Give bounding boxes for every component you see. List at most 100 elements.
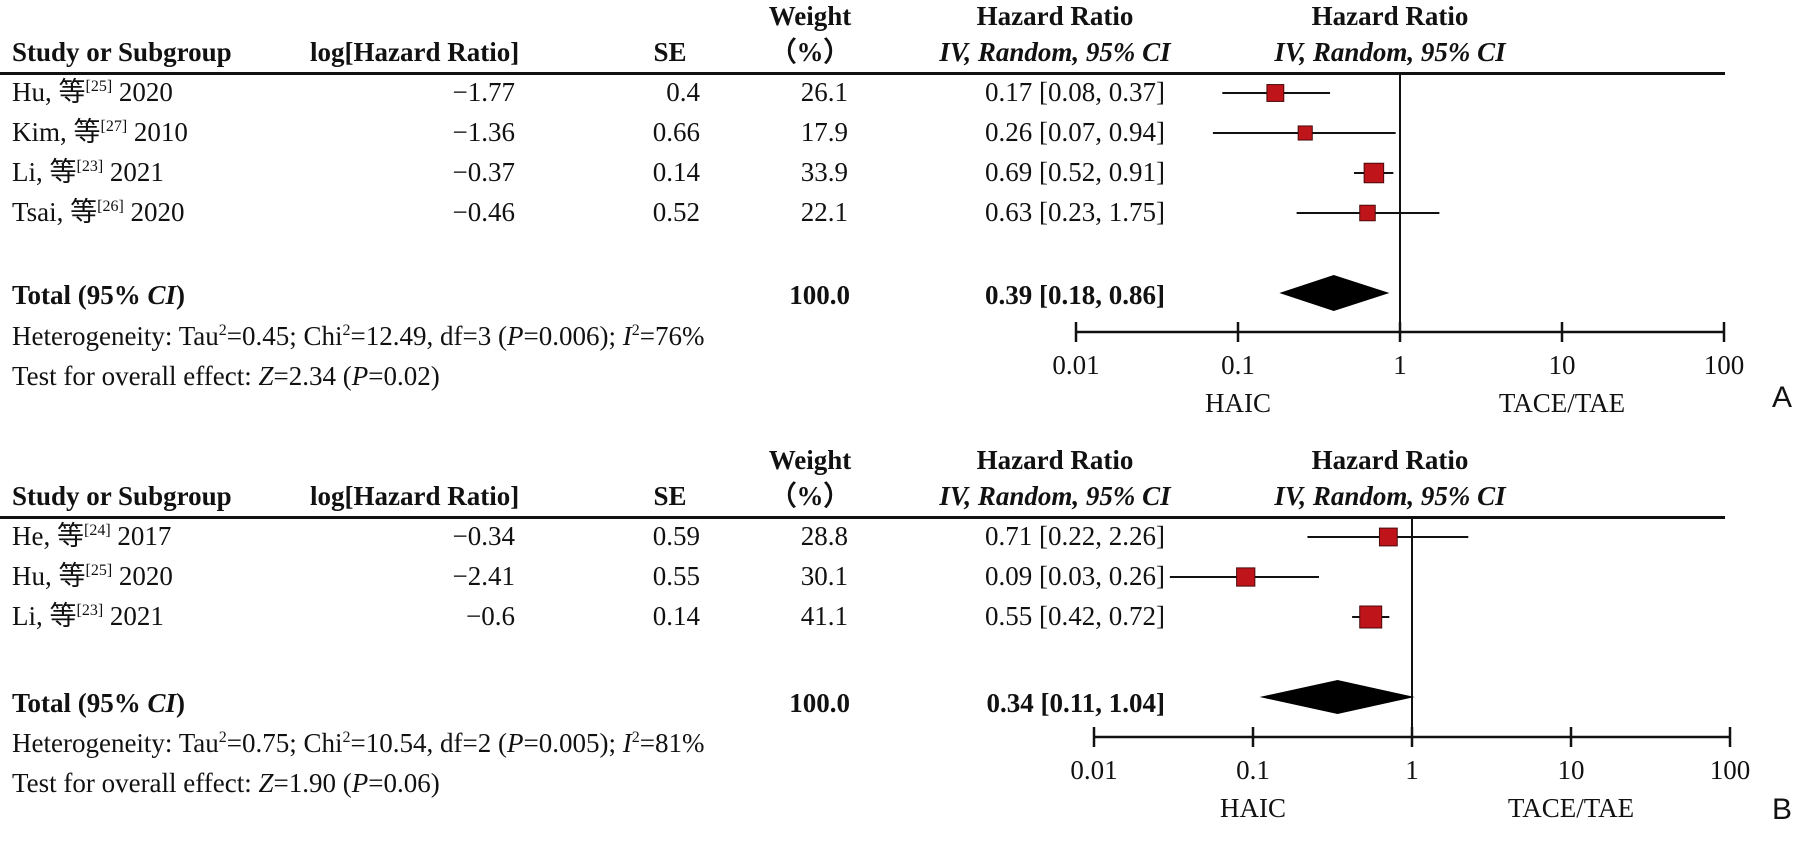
study-author: Hu, 等 — [12, 77, 86, 107]
study-weight: 26.1 — [800, 77, 848, 107]
study-loghr: −0.6 — [466, 601, 515, 631]
total-weight: 100.0 — [789, 280, 850, 310]
header-weight-line1: Weight — [768, 445, 852, 475]
study-ci-text: 0.63 [0.23, 1.75] — [985, 197, 1165, 227]
study-author: Kim, 等 — [12, 117, 101, 147]
study-se: 0.66 — [652, 117, 700, 147]
study-loghr: −2.41 — [452, 561, 515, 591]
effect-square — [1363, 162, 1385, 184]
total-weight: 100.0 — [789, 688, 850, 718]
study-loghr: −1.77 — [452, 77, 515, 107]
study-author: He, 等 — [12, 521, 84, 551]
x-tick-label: 100 — [1710, 755, 1751, 785]
study-se: 0.14 — [652, 157, 700, 187]
study-reference: [25] — [85, 78, 113, 95]
study-author: Hu, 等 — [12, 561, 86, 591]
x-tick-label: 10 — [1558, 755, 1585, 785]
study-year: 2020 — [118, 77, 173, 107]
header-hr-line1: Hazard Ratio — [976, 1, 1134, 31]
effect-square — [1378, 527, 1398, 547]
header-hr-line2: IV, Random, 95% CI — [939, 481, 1171, 511]
study-ci-text: 0.26 [0.07, 0.94] — [985, 117, 1165, 147]
total-label: Total (95% CI) — [12, 688, 186, 718]
header-rule — [0, 72, 1725, 75]
x-tick-label: 10 — [1549, 350, 1576, 380]
header-loghr: log[Hazard Ratio] — [310, 481, 520, 511]
study-weight: 17.9 — [800, 117, 848, 147]
study-loghr: −1.36 — [452, 117, 515, 147]
total-ci-text: 0.34 [0.11, 1.04] — [986, 688, 1166, 718]
effect-square — [1266, 84, 1285, 102]
study-author: Tsai, 等 — [12, 197, 98, 227]
header-plot-line2: IV, Random, 95% CI — [1274, 37, 1506, 67]
study-se: 0.55 — [652, 561, 700, 591]
total-ci-text: 0.39 [0.18, 0.86] — [985, 280, 1165, 310]
x-tick-label: 0.1 — [1236, 755, 1270, 785]
study-name: Li, 等[23] 2021 — [12, 600, 164, 632]
study-weight: 30.1 — [800, 561, 848, 591]
total-label: Total (95% CI) — [12, 280, 186, 310]
x-tick-label: 100 — [1704, 350, 1745, 380]
study-se: 0.4 — [666, 77, 700, 107]
x-tick-label: 1 — [1393, 350, 1407, 380]
favours-right-label: TACE/TAE — [1499, 388, 1625, 418]
study-ci-text: 0.55 [0.42, 0.72] — [985, 601, 1165, 631]
effect-square — [1359, 605, 1383, 629]
effect-square — [1297, 125, 1313, 141]
x-tick-label: 0.01 — [1052, 350, 1099, 380]
study-reference: [27] — [100, 118, 128, 135]
study-year: 2010 — [133, 117, 188, 147]
header-se: SE — [653, 481, 687, 511]
study-se: 0.14 — [652, 601, 700, 631]
effect-square — [1359, 204, 1376, 222]
study-name: Li, 等[23] 2021 — [12, 156, 164, 188]
study-name: Kim, 等[27] 2010 — [12, 116, 188, 148]
study-year: 2020 — [130, 197, 185, 227]
panel-letter: A — [1772, 381, 1793, 414]
header-hr-line1: Hazard Ratio — [976, 445, 1134, 475]
header-hr-line2: IV, Random, 95% CI — [939, 37, 1171, 67]
study-loghr: −0.37 — [452, 157, 515, 187]
overall-effect-text: Test for overall effect: Z=2.34 (P=0.02) — [12, 361, 440, 391]
forest-plot-area: 0.01 0.1 1 10 100 HAIC TACE/TAE — [1052, 74, 1745, 418]
header-weight-line2: （%） — [769, 37, 851, 67]
x-tick-label: 0.1 — [1221, 350, 1255, 380]
favours-right-label: TACE/TAE — [1508, 793, 1634, 823]
study-weight: 22.1 — [800, 197, 848, 227]
study-loghr: −0.46 — [452, 197, 515, 227]
study-weight: 41.1 — [800, 601, 848, 631]
header-loghr: log[Hazard Ratio] — [310, 37, 520, 67]
x-tick-label: 1 — [1405, 755, 1419, 785]
study-year: 2021 — [109, 157, 164, 187]
study-reference: [23] — [76, 602, 104, 619]
header-weight-line1: Weight — [768, 1, 852, 31]
study-ci-text: 0.09 [0.03, 0.26] — [985, 561, 1165, 591]
header-study: Study or Subgroup — [12, 481, 232, 511]
study-reference: [26] — [97, 198, 124, 215]
x-tick-label: 0.01 — [1070, 755, 1117, 785]
study-reference: [24] — [83, 522, 111, 539]
study-ci-text: 0.69 [0.52, 0.91] — [985, 157, 1165, 187]
study-se: 0.59 — [652, 521, 700, 551]
study-year: 2020 — [118, 561, 173, 591]
study-year: 2021 — [109, 601, 164, 631]
header-weight-line2: （%） — [769, 481, 851, 511]
effect-square — [1236, 567, 1256, 587]
study-name: Hu, 等[25] 2020 — [12, 560, 173, 592]
heterogeneity-text: Heterogeneity: Tau2=0.75; Chi2=10.54, df… — [12, 728, 705, 758]
forest-plot-area: 0.01 0.1 1 10 100 HAIC TACE/TAE — [1070, 518, 1751, 823]
header-plot-line2: IV, Random, 95% CI — [1274, 481, 1506, 511]
study-name: Hu, 等[25] 2020 — [12, 76, 173, 108]
study-reference: [25] — [85, 562, 113, 579]
overall-effect-text: Test for overall effect: Z=1.90 (P=0.06) — [12, 768, 440, 798]
pooled-diamond — [1259, 680, 1415, 714]
study-name: Tsai, 等[26] 2020 — [12, 196, 185, 228]
pooled-diamond — [1279, 275, 1390, 311]
study-ci-text: 0.17 [0.08, 0.37] — [985, 77, 1165, 107]
study-author: Li, 等 — [12, 601, 77, 631]
study-name: He, 等[24] 2017 — [12, 520, 171, 552]
study-se: 0.52 — [652, 197, 700, 227]
forest-plot-panel-a: Weight （%） Hazard Ratio IV, Random, 95% … — [0, 1, 1793, 418]
header-study: Study or Subgroup — [12, 37, 232, 67]
study-weight: 28.8 — [800, 521, 848, 551]
